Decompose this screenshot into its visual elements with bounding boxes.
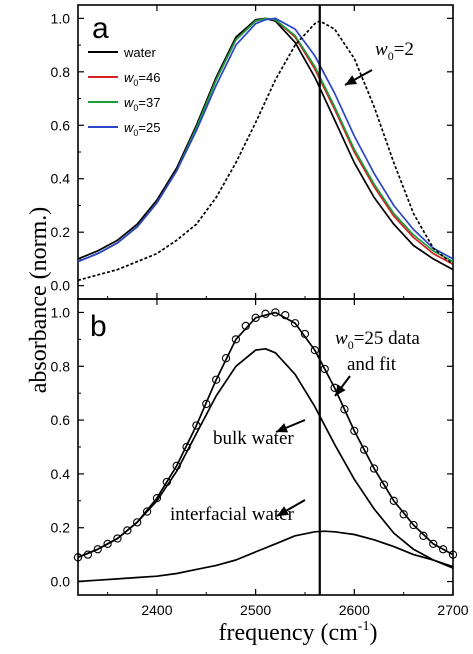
ytick-label: 1.0 — [51, 10, 71, 26]
data-point — [192, 421, 201, 430]
data-point — [231, 335, 241, 344]
data-point — [123, 526, 132, 535]
data-point — [212, 375, 221, 384]
data-point — [241, 321, 250, 331]
ytick-label: 0.2 — [51, 520, 71, 536]
annotation-arrow-head — [276, 423, 289, 433]
data-point — [399, 510, 408, 519]
ytick-label: 0.4 — [51, 171, 71, 187]
xtick-label: 2600 — [339, 602, 370, 618]
data-point — [438, 545, 448, 554]
data-point — [300, 329, 310, 339]
data-point — [340, 405, 349, 414]
annotation-arrow-head — [345, 75, 358, 85]
ytick-label: 0.6 — [51, 412, 71, 428]
ytick-label: 1.0 — [51, 304, 71, 320]
ytick-label: 0.6 — [51, 117, 71, 133]
annotation-bulk-water: bulk water — [213, 428, 294, 449]
data-point — [202, 399, 211, 409]
data-point — [142, 507, 152, 516]
series-line — [77, 347, 454, 569]
legend-label-w37: w0=37 — [124, 95, 160, 113]
data-point — [162, 477, 171, 487]
data-point — [133, 518, 142, 527]
annotation-w0-2: w0=2 — [375, 39, 414, 63]
data-point — [290, 319, 300, 328]
data-point — [152, 493, 162, 503]
data-point — [113, 534, 122, 543]
annotation-arrow-head — [277, 506, 290, 516]
ytick-label: 0.8 — [51, 64, 71, 80]
panel-b-letter: b — [90, 310, 107, 343]
data-point — [389, 496, 398, 505]
series-line — [77, 530, 454, 583]
data-point — [83, 550, 93, 559]
data-point — [281, 310, 290, 320]
legend-label-water: water — [123, 45, 156, 60]
data-point — [310, 345, 319, 355]
data-point — [409, 520, 418, 530]
data-point — [379, 480, 389, 489]
data-point — [73, 553, 83, 562]
data-point — [93, 545, 102, 554]
data-point — [419, 531, 428, 540]
panel-a-yticks: 0.0 0.2 0.4 0.6 0.8 1.0 — [51, 5, 454, 299]
panel-b-xticks: 2400 2500 2600 2700 — [107, 299, 469, 618]
data-point — [182, 442, 191, 452]
data-point — [271, 308, 280, 317]
x-axis-label: frequency (cm-1) — [219, 619, 378, 646]
panel-a-series — [77, 17, 454, 282]
panel-b: b w0=25 data and fit bulk water interfac… — [51, 298, 469, 618]
ytick-label: 0.4 — [51, 466, 71, 482]
panel-a: a water w0=46 w0=37 w0=25 w0=2 0.0 0.2 0.4… — [51, 4, 454, 300]
data-point — [369, 464, 379, 473]
annotation-interfacial-water: interfacial water — [170, 504, 295, 525]
xtick-label: 2500 — [240, 602, 271, 618]
xtick-label: 2700 — [437, 602, 468, 618]
panel-b-arrows — [275, 375, 351, 517]
data-point — [320, 364, 329, 374]
panel-b-yticks: 0.0 0.2 0.4 0.6 0.8 1.0 — [51, 304, 453, 590]
data-point — [360, 445, 369, 454]
legend-label-w46: w0=46 — [124, 70, 160, 88]
legend: water w0=46 w0=37 w0=25 — [88, 45, 160, 138]
data-point — [172, 461, 181, 470]
ytick-label: 0.0 — [51, 278, 71, 294]
annotation-arrow-head — [335, 384, 346, 396]
ytick-label: 0.0 — [51, 574, 71, 590]
annotation-and-fit: and fit — [347, 354, 397, 375]
series-line — [77, 17, 454, 263]
ytick-label: 0.8 — [51, 358, 71, 374]
annotation-w0-25: w0=25 data — [335, 328, 420, 352]
data-point — [350, 426, 359, 436]
y-axis-label: absorbance (norm.) — [26, 207, 52, 394]
data-point — [103, 539, 112, 549]
xtick-label: 2400 — [141, 602, 172, 618]
panel-a-arrows — [344, 69, 373, 86]
data-point — [429, 539, 438, 549]
data-point — [448, 550, 458, 559]
data-point — [261, 309, 270, 318]
legend-label-w25: w0=25 — [124, 120, 160, 138]
data-point — [251, 313, 260, 322]
data-point — [221, 354, 231, 363]
panel-a-letter: a — [92, 12, 109, 45]
ytick-label: 0.2 — [51, 224, 71, 240]
series-line — [77, 20, 454, 282]
